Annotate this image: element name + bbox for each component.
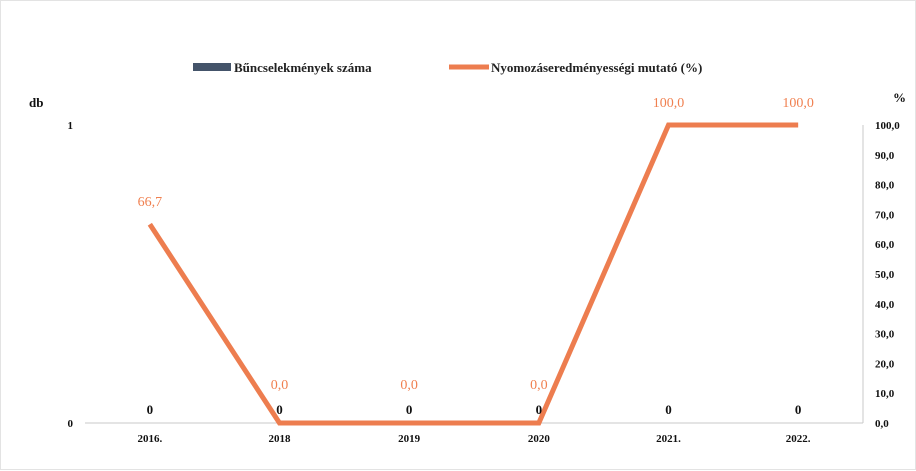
right-tick-label: 70,0	[875, 209, 895, 221]
legend: Bűncselekmények száma Nyomozáseredményes…	[193, 60, 702, 75]
bar-data-label: 0	[536, 402, 543, 417]
right-tick-label: 100,0	[875, 120, 900, 132]
left-axis-ticks: 01	[68, 120, 74, 430]
right-tick-label: 10,0	[875, 388, 895, 400]
bar-data-label: 0	[276, 402, 283, 417]
bar-data-label: 0	[795, 402, 802, 417]
data-labels: 0 0 0 0 0 0 66,7 0,0 0,0 0,0 100,0 100,0	[138, 96, 814, 417]
left-axis-title: db	[29, 95, 43, 110]
right-tick-label: 30,0	[875, 329, 895, 341]
line-data-label: 100,0	[653, 96, 685, 111]
x-tick-label: 2021.	[656, 433, 681, 445]
right-tick-label: 60,0	[875, 239, 895, 251]
series-line	[150, 125, 798, 423]
bar-data-label: 0	[147, 402, 154, 417]
x-tick-label: 2018	[269, 433, 292, 445]
x-tick-label: 2020	[528, 433, 551, 445]
right-tick-label: 20,0	[875, 358, 895, 370]
right-axis-ticks: 0,0 10,0 20,0 30,0 40,0 50,0 60,0 70,0 80,0 90,0 1…	[875, 120, 900, 430]
left-tick-label: 1	[68, 120, 74, 132]
x-axis-ticks: 2016. 2018 2019 2020 2021. 2022.	[137, 433, 810, 445]
left-tick-label: 0	[68, 418, 74, 430]
line-data-label: 100,0	[782, 96, 814, 111]
line-data-label: 66,7	[138, 195, 163, 210]
right-axis-title: %	[893, 90, 906, 105]
line-data-label: 0,0	[271, 378, 289, 393]
right-tick-label: 0,0	[875, 418, 889, 430]
bar-data-label: 0	[665, 402, 672, 417]
line-data-label: 0,0	[530, 378, 548, 393]
bar-data-label: 0	[406, 402, 413, 417]
right-tick-label: 40,0	[875, 299, 895, 311]
legend-swatch-bar	[193, 63, 231, 71]
line-series	[150, 125, 799, 423]
x-tick-label: 2019	[398, 433, 421, 445]
line-data-label: 0,0	[400, 378, 418, 393]
right-tick-label: 80,0	[875, 180, 895, 192]
right-tick-label: 50,0	[875, 269, 895, 281]
x-tick-label: 2016.	[137, 433, 162, 445]
legend-label-line: Nyomozáseredményességi mutató (%)	[491, 60, 702, 75]
x-tick-label: 2022.	[786, 433, 811, 445]
right-tick-label: 90,0	[875, 150, 895, 162]
legend-label-bar: Bűncselekmények száma	[234, 60, 372, 75]
